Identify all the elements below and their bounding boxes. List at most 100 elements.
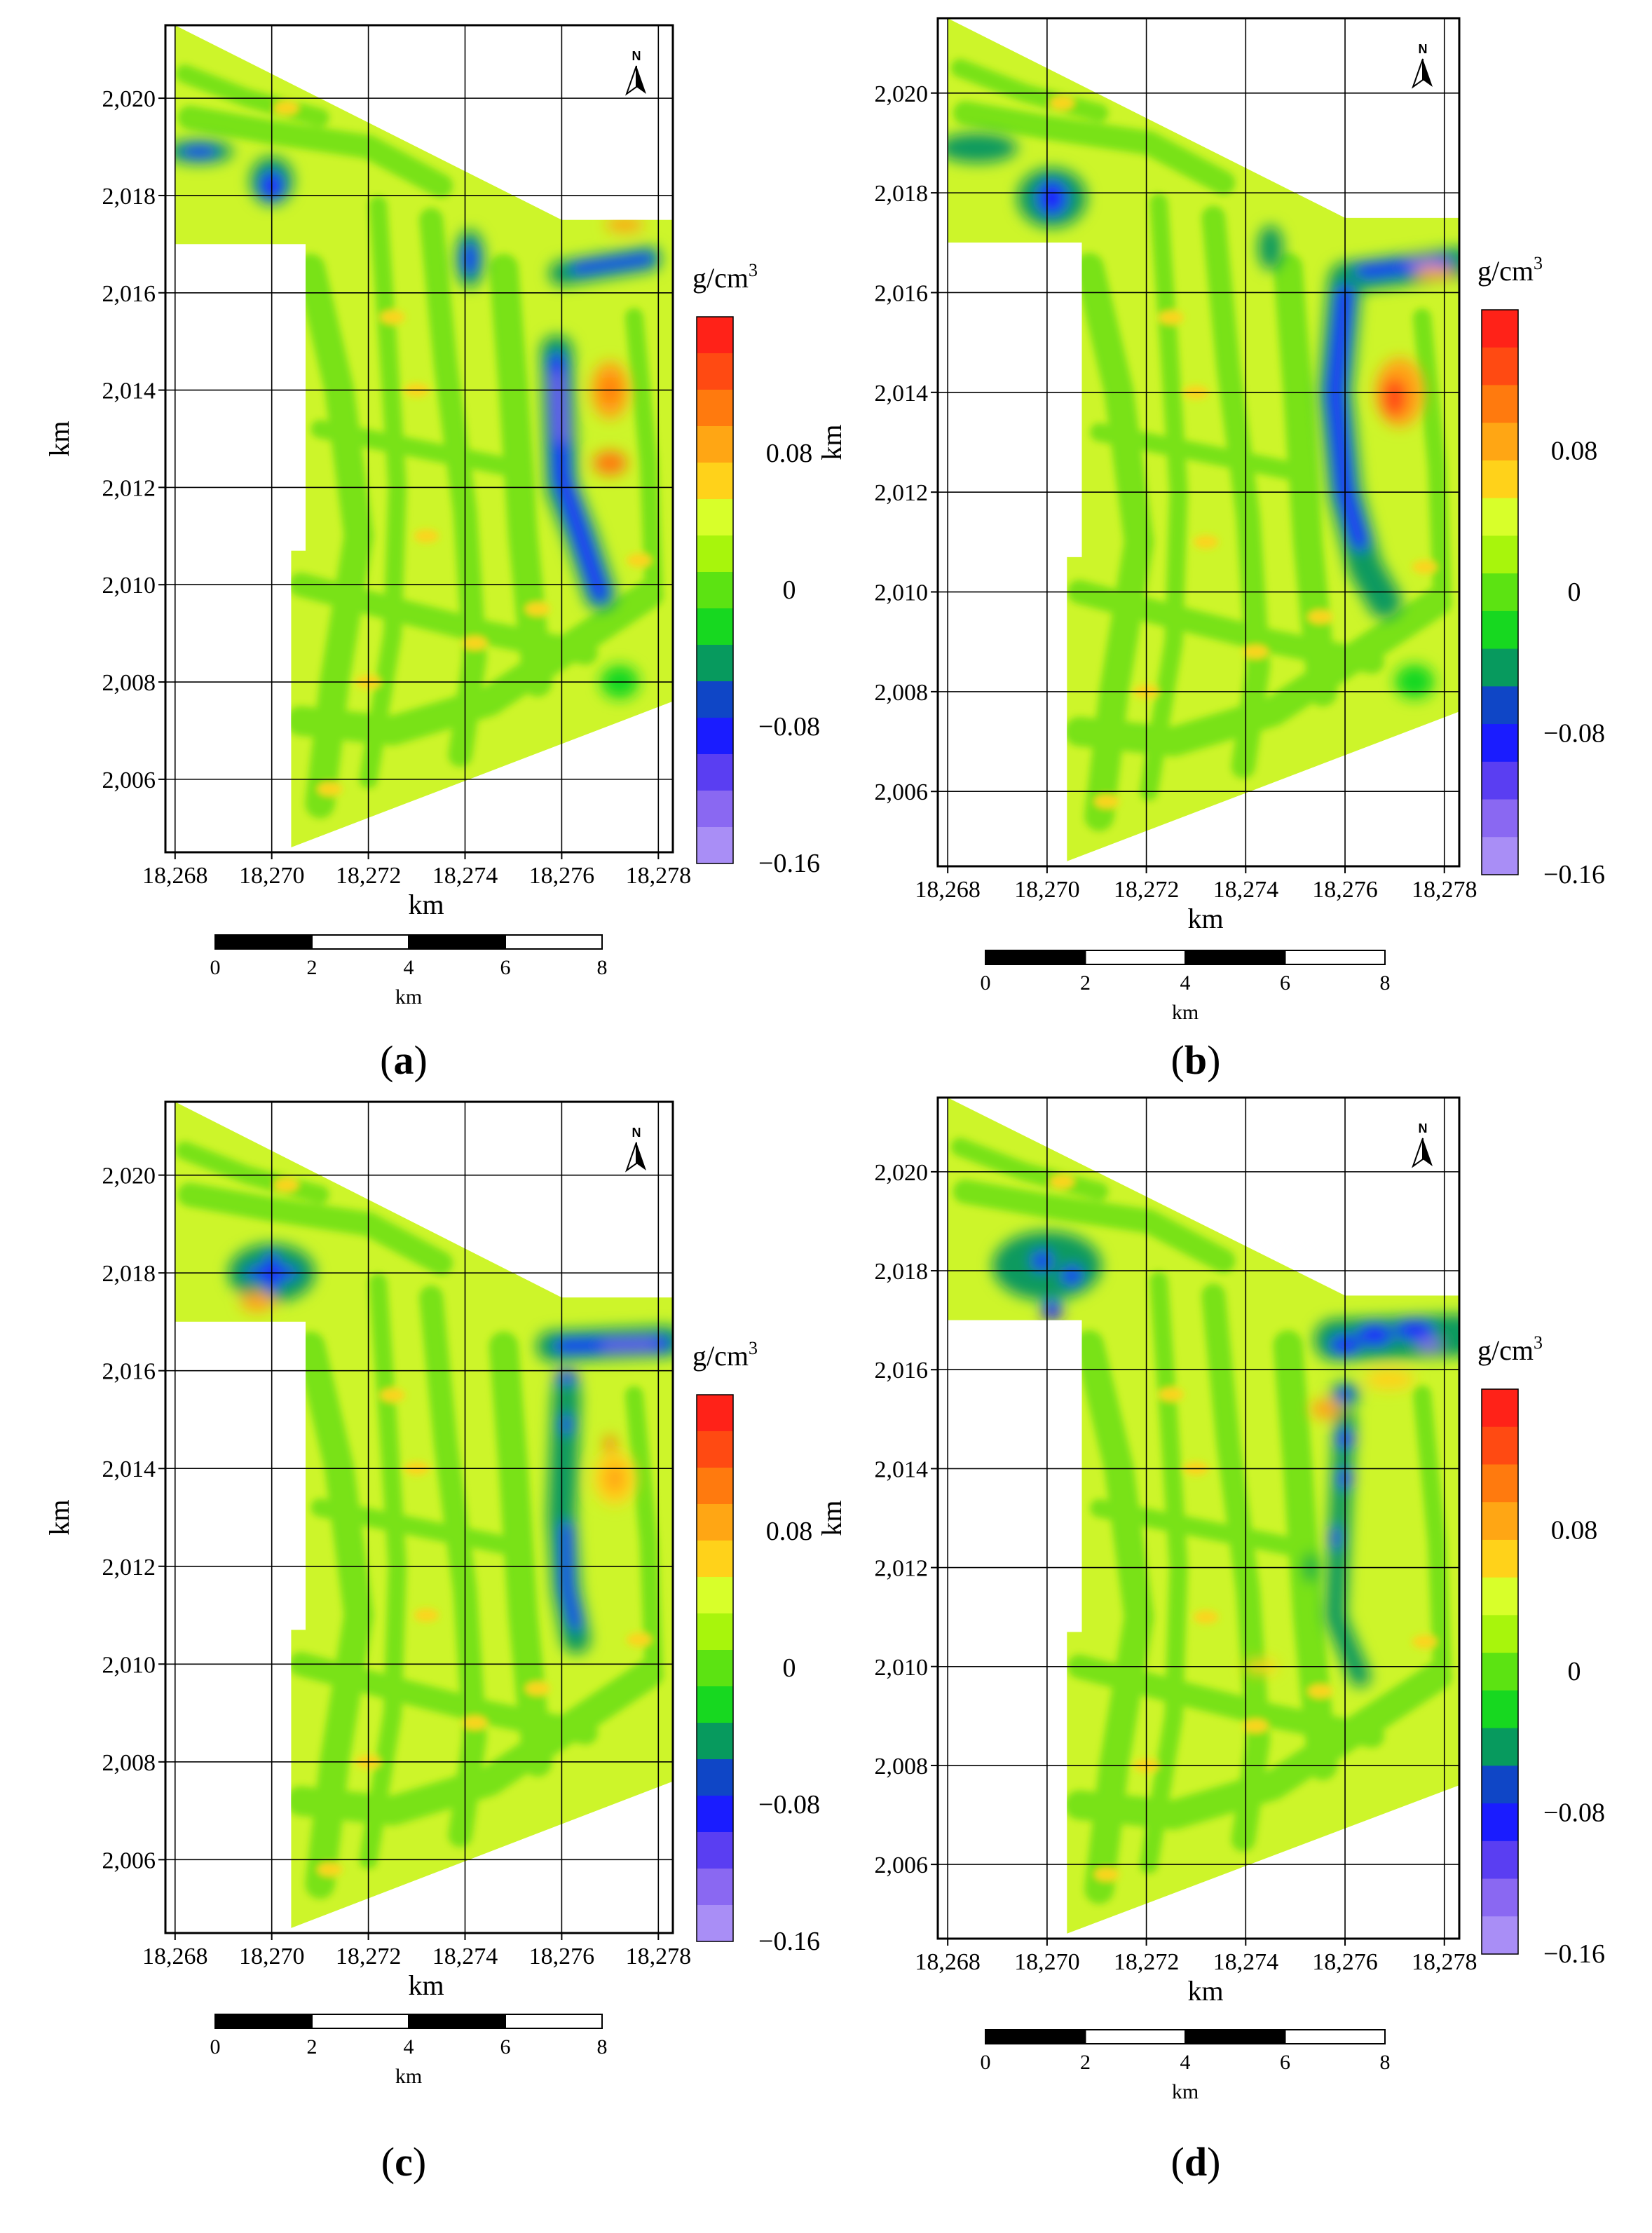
y-tick-label: 2,020 <box>102 86 156 112</box>
colorbar-frame <box>696 316 734 864</box>
green-streak <box>310 420 523 477</box>
map-frame <box>164 1100 674 1934</box>
y-axis-label: km <box>816 1500 847 1536</box>
panel-caption: (d) <box>1171 2139 1221 2185</box>
colorbar-tick-label: 0 <box>1568 1657 1581 1686</box>
anomaly-features <box>228 1243 674 1654</box>
anomaly-blob <box>1417 1339 1442 1351</box>
colorbar-step <box>697 463 733 500</box>
y-tick-label: 2,020 <box>875 1160 929 1186</box>
warm-patch <box>524 1681 550 1696</box>
colorbar-step <box>1482 648 1518 687</box>
warm-patch <box>587 139 613 154</box>
colorbar-step <box>697 1759 733 1796</box>
green-streak <box>1064 1661 1452 1830</box>
warm-patch <box>462 636 488 650</box>
colorbar-step <box>1482 1728 1518 1766</box>
anomaly-blob <box>604 1435 616 1453</box>
anomaly-trend <box>602 1341 657 1349</box>
caption-open-paren: ( <box>1171 1037 1185 1083</box>
x-tick-label: 18,276 <box>529 863 595 889</box>
colorbar-step <box>1482 347 1518 386</box>
colorbar-step <box>697 754 733 791</box>
anomaly-trend <box>1326 284 1369 551</box>
colorbar-tick-label: −0.08 <box>758 1790 820 1819</box>
y-tick-label: 2,014 <box>875 1456 929 1482</box>
green-streak <box>1201 205 1270 779</box>
y-tick-label: 2,012 <box>875 480 929 506</box>
colorbar-step <box>1482 1916 1518 1955</box>
scale-bar: 0 2 4 6 8 km <box>210 934 608 1009</box>
north-arrow-left <box>1412 1138 1424 1168</box>
x-tick-label: 18,278 <box>1412 877 1477 903</box>
green-streak <box>953 1180 1236 1273</box>
colorbar-step <box>1482 1803 1518 1842</box>
y-tick-label: 2,012 <box>102 475 156 501</box>
colorbar-step <box>697 645 733 682</box>
y-tick-label: 2,008 <box>875 680 929 706</box>
y-tick-label: 2,006 <box>102 1848 156 1873</box>
colorbar: 0.08 0 −0.08 −0.16 g/cm3 <box>1477 253 1605 889</box>
colorbar-step <box>697 1650 733 1687</box>
north-arrow-label: N <box>1419 1121 1428 1135</box>
colorbar-tick-label: 0.08 <box>766 1517 813 1546</box>
north-arrow-icon: N <box>625 1126 646 1173</box>
caption-close-paren: ) <box>1207 1037 1220 1083</box>
colorbar-step <box>1482 460 1518 499</box>
map-grid <box>938 1098 1459 1939</box>
north-arrow-label: N <box>1419 42 1428 56</box>
green-streak <box>1090 1498 1307 1557</box>
colorbar-step <box>1482 610 1518 650</box>
scale-bar: 0 2 4 6 8 km <box>981 950 1391 1024</box>
warm-patch <box>626 1632 652 1647</box>
x-tick-label: 18,272 <box>1114 877 1180 903</box>
y-tick-label: 2,012 <box>102 1555 156 1580</box>
x-axis-label: km <box>408 1969 444 2001</box>
x-tick-label: 18,274 <box>432 1944 498 1969</box>
scale-bar-unit: km <box>395 985 422 1009</box>
map-grid <box>165 1102 673 1933</box>
colorbar-step <box>1482 385 1518 423</box>
colorbar-tick-label: −0.08 <box>1543 1798 1605 1828</box>
x-axis-label: km <box>1187 1975 1223 2007</box>
y-tick-label: 2,014 <box>102 1456 156 1482</box>
colorbar-step <box>697 353 733 390</box>
anomaly-map-d <box>948 1098 1459 1934</box>
warm-patch <box>1193 535 1219 549</box>
anomaly-map-c <box>175 1102 674 1928</box>
y-tick-label: 2,010 <box>875 580 929 606</box>
anomaly-blob <box>179 146 219 158</box>
anomaly-blob <box>605 1463 625 1494</box>
scale-bar-label: 8 <box>1380 971 1391 995</box>
colorbar-unit-base: g/cm <box>1477 1334 1534 1366</box>
map-frame <box>936 17 1461 868</box>
scale-bar-label: 4 <box>1180 971 1191 995</box>
scale-bar-segment <box>505 2014 603 2029</box>
colorbar-step <box>697 1468 733 1505</box>
colorbar-step <box>1482 1389 1518 1428</box>
scale-bar-label: 4 <box>1180 2051 1191 2074</box>
anomaly-blob <box>240 1292 275 1312</box>
colorbar-step <box>1482 799 1518 838</box>
colorbar-step <box>1482 498 1518 536</box>
scale-bar-segment <box>311 2014 409 2029</box>
colorbar-step <box>1482 724 1518 763</box>
scale-bar-segment <box>505 934 603 950</box>
map-grid <box>938 18 1459 866</box>
panel-caption: (b) <box>1171 1037 1221 1083</box>
anomaly-blob <box>1258 225 1283 271</box>
anomaly-blob <box>1394 664 1435 699</box>
anomaly-blob <box>1062 1266 1082 1286</box>
scale-bar-label: 6 <box>500 956 511 979</box>
x-tick-label: 18,278 <box>626 863 692 889</box>
colorbar-step <box>1482 573 1518 612</box>
north-arrow-left <box>1412 58 1424 89</box>
colorbar-step <box>1482 1426 1518 1466</box>
warm-patch <box>1243 644 1269 659</box>
x-tick-label: 18,272 <box>1114 1949 1180 1975</box>
colorbar-frame <box>1481 309 1519 875</box>
north-arrow-icon: N <box>625 49 646 96</box>
north-arrow-label: N <box>632 1126 641 1140</box>
x-tick-label: 18,268 <box>142 863 208 889</box>
anomaly-blob <box>463 241 477 276</box>
